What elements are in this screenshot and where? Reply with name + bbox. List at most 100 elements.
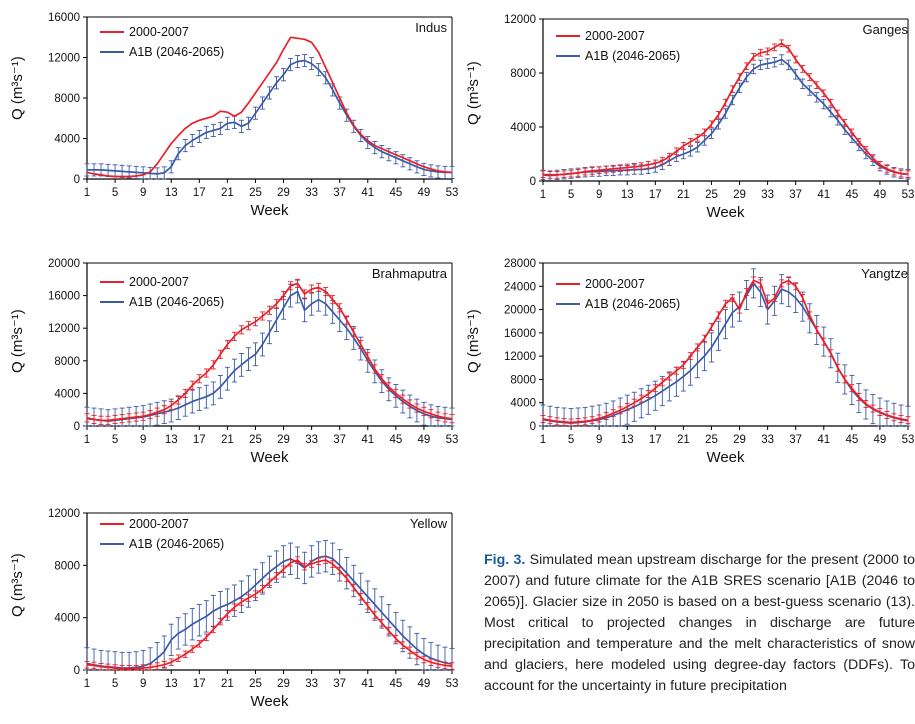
x-tick-label: 49 [418,187,431,199]
series-line [86,282,453,422]
x-tick-label: 13 [165,434,178,446]
x-tick-label: 41 [361,187,374,199]
x-tick-label: 5 [568,189,574,201]
x-tick-label: 45 [389,678,402,690]
x-tick-label: 1 [540,434,546,446]
y-tick-label: 0 [530,421,536,433]
x-tick-label: 13 [165,678,178,690]
x-tick-label: 1 [84,187,90,199]
x-tick-label: 17 [193,678,206,690]
x-tick-label: 33 [305,187,318,199]
series-present [540,39,911,179]
y-tick-label: 0 [74,174,80,186]
x-tick-label: 13 [621,189,634,201]
legend: 2000-2007 A1B (2046-2065) [100,275,224,309]
x-tick-label: 9 [596,189,602,201]
x-tick-label: 13 [621,434,634,446]
x-tick-label: 37 [333,678,346,690]
y-tick-label: 12000 [504,351,536,363]
y-axis-label-text: Q (m³s⁻¹) [9,56,26,120]
x-axis-title: Week [706,449,745,466]
x-tick-label: 1 [540,189,546,201]
y-axis-label-text: Q (m³s⁻¹) [9,553,26,617]
x-tick-label: 33 [761,434,774,446]
x-tick-label: 17 [193,434,206,446]
x-tick-label: 53 [446,434,459,446]
chart-indus: 0 4000 8000 12000 16000 1 5 9 13 17 21 25 29 33 37 41 45… [0,0,460,225]
x-tick-label: 53 [902,189,915,201]
y-tick-label: 16000 [504,328,536,340]
series-future [540,268,911,427]
legend-label: A1B (2046-2065) [585,297,680,311]
x-axis-title: Week [250,202,289,219]
x-tick-label: 53 [446,678,459,690]
y-tick-label: 16000 [48,12,80,24]
legend-label: A1B (2046-2065) [585,49,680,63]
chart-brahmaputra: 0 4000 8000 12000 16000 20000 1 5 9 13 17 21 25 29 33 3… [0,248,460,480]
panel-title: Yangtze [861,266,908,281]
panel-title: Brahmaputra [372,266,448,281]
y-axis-label: Q (m³s⁻¹) [464,309,482,373]
x-tick-label: 25 [705,189,718,201]
series-present [84,556,455,671]
y-axis-label: Q (m³s⁻¹) [464,61,482,125]
chart-yellow: 0 4000 8000 12000 1 5 9 13 17 21 25 29 33 37 41 45 49 53 W… [0,495,460,724]
y-tick-label: 8000 [54,560,80,572]
x-axis-title: Week [250,449,289,466]
y-tick-label: 12000 [48,323,80,335]
y-tick-label: 8000 [510,374,536,386]
x-tick-label: 53 [902,434,915,446]
x-tick-label: 45 [389,187,402,199]
y-tick-label: 12000 [48,508,80,520]
series-line [86,559,453,670]
y-tick-label: 20000 [504,305,536,317]
x-tick-label: 1 [84,678,90,690]
x-tick-label: 37 [789,189,802,201]
chart-yangtze: 0 4000 8000 12000 16000 20000 24000 28000 1 5 9 13 1… [460,248,915,480]
legend-label: 2000-2007 [129,275,189,289]
x-tick-label: 25 [249,678,262,690]
x-tick-label: 33 [305,678,318,690]
x-tick-label: 13 [165,187,178,199]
x-tick-label: 1 [84,434,90,446]
x-tick-label: 37 [789,434,802,446]
panel-title: Yellow [410,516,448,531]
legend: 2000-2007 A1B (2046-2065) [556,29,680,63]
y-axis-label: Q (m³s⁻¹) [8,309,26,373]
x-tick-label: 25 [705,434,718,446]
x-tick-label: 49 [874,189,887,201]
panel-title: Indus [415,20,447,35]
y-axis-label: Q (m³s⁻¹) [8,553,26,617]
chart-ganges: 0 4000 8000 12000 1 5 9 13 17 21 25 29 33 37 41 45 49 53 W… [460,0,915,225]
x-tick-label: 41 [361,434,374,446]
legend-label: 2000-2007 [129,25,189,39]
x-tick-label: 9 [596,434,602,446]
figure-caption: Fig. 3. Simulated mean upstream discharg… [484,550,915,724]
x-tick-label: 29 [277,434,290,446]
x-tick-label: 29 [277,187,290,199]
y-tick-label: 28000 [504,258,536,270]
y-axis-label: Q (m³s⁻¹) [8,56,26,120]
x-tick-label: 21 [221,187,234,199]
series-line [542,279,909,424]
series-present [84,278,455,425]
y-tick-label: 0 [530,176,536,188]
legend: 2000-2007 A1B (2046-2065) [556,277,680,311]
y-tick-label: 20000 [48,258,80,270]
series-line [542,58,909,177]
panel-title: Ganges [862,22,908,37]
x-tick-label: 17 [649,189,662,201]
chart-yellow-svg: 0 4000 8000 12000 1 5 9 13 17 21 25 29 33 37 41 45 49 53 W… [48,508,459,710]
x-tick-label: 25 [249,187,262,199]
x-tick-label: 45 [389,434,402,446]
x-tick-label: 29 [277,678,290,690]
x-tick-label: 41 [361,678,374,690]
x-tick-label: 29 [733,189,746,201]
x-axis-title: Week [706,204,745,221]
legend: 2000-2007 A1B (2046-2065) [100,517,224,551]
x-tick-label: 33 [761,189,774,201]
x-tick-label: 49 [418,678,431,690]
figure-number: Fig. 3. [484,552,526,568]
x-tick-label: 45 [845,189,858,201]
y-axis-label-text: Q (m³s⁻¹) [9,309,26,373]
